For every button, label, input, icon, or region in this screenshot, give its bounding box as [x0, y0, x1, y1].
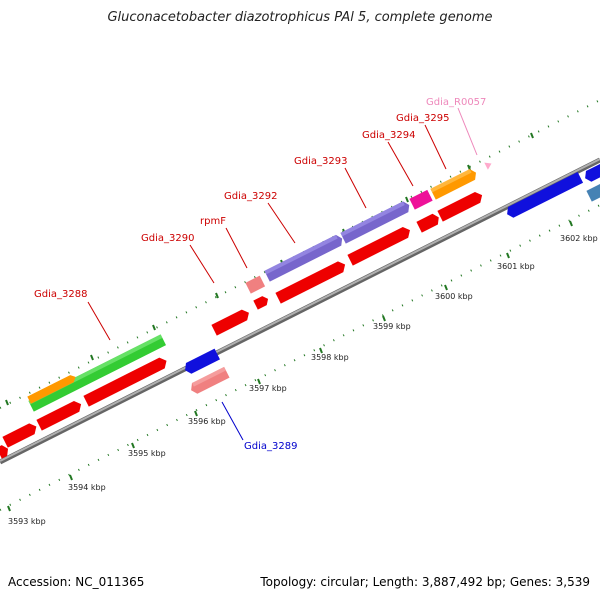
label-rpmf: rpmF — [200, 216, 226, 227]
tick-label-3595: 3595 kbp — [128, 449, 166, 458]
tick-label-3601: 3601 kbp — [497, 262, 535, 271]
feature-blue-right[interactable] — [504, 172, 583, 220]
label-gdia-3288: Gdia_3288 — [34, 289, 87, 300]
inner-dotted-ring — [0, 205, 600, 510]
label-gdia-3293: Gdia_3293 — [294, 156, 347, 167]
tick-label-3600: 3600 kbp — [435, 292, 473, 301]
tick-label-3594: 3594 kbp — [68, 483, 106, 492]
tick-label-3599: 3599 kbp — [373, 322, 411, 331]
feature-magenta-gdia-3294[interactable] — [409, 190, 432, 210]
tick-label-3596: 3596 kbp — [188, 417, 226, 426]
feature-salmon-rpmf[interactable] — [245, 276, 265, 294]
genome-summary-text: Topology: circular; Length: 3,887,492 bp… — [260, 575, 590, 589]
accession-text: Accession: NC_011365 — [8, 575, 144, 589]
major-ticks — [6, 133, 572, 511]
label-gdia-3294: Gdia_3294 — [362, 130, 415, 141]
tick-label-3598: 3598 kbp — [311, 353, 349, 362]
genome-map: 3593 kbp 3594 kbp 3595 kbp 3596 kbp 3597… — [0, 0, 600, 600]
label-gdia-3290: Gdia_3290 — [141, 233, 194, 244]
feature-red-row[interactable] — [0, 190, 485, 459]
genome-backbone — [0, 159, 600, 462]
label-gdia-r0057: Gdia_R0057 — [426, 97, 486, 108]
feature-blue-gdia-3289[interactable] — [182, 349, 220, 376]
label-gdia-3289: Gdia_3289 — [244, 441, 297, 452]
label-gdia-3292: Gdia_3292 — [224, 191, 277, 202]
feature-steel-far-right[interactable] — [586, 182, 600, 202]
label-gdia-3295: Gdia_3295 — [396, 113, 449, 124]
feature-pink-gdia-r0057[interactable] — [484, 160, 493, 170]
tick-label-3597: 3597 kbp — [249, 384, 287, 393]
tick-label-3593: 3593 kbp — [8, 517, 46, 526]
tick-label-3602: 3602 kbp — [560, 234, 598, 243]
